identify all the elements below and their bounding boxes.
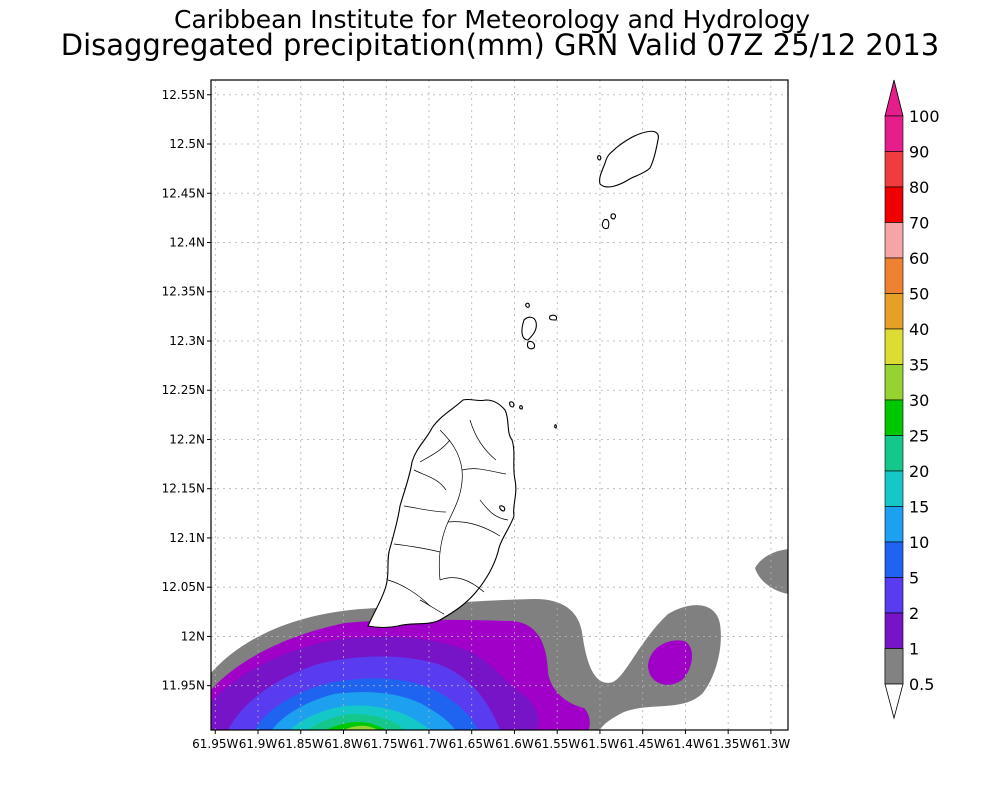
lat-tick-label: 12.4N	[169, 236, 205, 250]
colorbar-label: 80	[909, 178, 929, 197]
colorbar-label: 2	[909, 604, 919, 623]
lon-tick-label: 61.5W	[581, 737, 620, 751]
islet-b	[610, 213, 617, 220]
colorbar-swatch	[884, 470, 904, 507]
colorbar-swatch	[884, 399, 904, 436]
colorbar-swatch	[884, 435, 904, 472]
colorbar-label: 5	[909, 569, 919, 588]
precipitation-field	[211, 549, 788, 730]
islet-h	[519, 405, 523, 410]
colorbar-swatch	[884, 222, 904, 259]
islet-a	[601, 218, 610, 230]
precipitation-colorbar: 100 90 80 70 60 50 40 35 30 25 20 15 10 5 2 1 0.5	[884, 79, 940, 720]
colorbar-swatch	[884, 612, 904, 649]
islet-k	[499, 505, 506, 512]
islet-g	[509, 401, 515, 408]
grenada-island	[367, 398, 517, 629]
colorbar-label: 10	[909, 533, 929, 552]
title-product: Disaggregated precipitation(mm) GRN Vali…	[61, 28, 939, 62]
lat-tick-label: 12.3N	[169, 334, 205, 348]
lat-tick-label: 12.5N	[169, 137, 205, 151]
lon-tick-label: 61.75W	[363, 737, 409, 751]
islet-e	[548, 314, 558, 321]
lon-tick-label: 61.35W	[705, 737, 751, 751]
islet-c	[521, 316, 537, 341]
lon-tick-label: 61.9W	[239, 737, 278, 751]
lon-tick-label: 61.95W	[192, 737, 238, 751]
islet-d	[526, 340, 536, 350]
lon-tick-label: 61.45W	[620, 737, 666, 751]
lon-tick-label: 61.3W	[752, 737, 791, 751]
lat-tick-label: 12.15N	[162, 482, 205, 496]
colorbar-bottom-arrow	[884, 683, 904, 720]
colorbar-label: 50	[909, 285, 929, 304]
lon-tick-label: 61.55W	[534, 737, 580, 751]
title-institute: Caribbean Institute for Meteorology and …	[174, 5, 810, 34]
colorbar-label: 90	[909, 143, 929, 162]
map-gridlines	[211, 80, 788, 730]
colorbar-swatch	[884, 257, 904, 294]
lon-tick-label: 61.85W	[278, 737, 324, 751]
colorbar-swatch	[884, 364, 904, 401]
colorbar-label: 25	[909, 427, 929, 446]
grenada-parish-lines	[387, 419, 509, 615]
precip-contour-0.5mm-east	[755, 549, 788, 594]
colorbar-label: 1	[909, 640, 919, 659]
lat-tick-label: 12.45N	[162, 186, 205, 200]
colorbar-label: 30	[909, 391, 929, 410]
colorbar-swatch	[884, 293, 904, 330]
carriacou-island	[599, 130, 659, 188]
lat-tick-label: 11.95N	[162, 679, 205, 693]
colorbar-swatch	[884, 186, 904, 223]
lon-tick-label: 61.4W	[666, 737, 705, 751]
lon-tick-label: 61.7W	[410, 737, 449, 751]
colorbar-swatch	[884, 648, 904, 685]
island-outlines	[367, 130, 659, 629]
lat-tick-label: 12.05N	[162, 580, 205, 594]
colorbar-label: 0.5	[909, 675, 934, 694]
islet-j	[597, 155, 602, 161]
colorbar-swatch	[884, 506, 904, 543]
map-frame	[210, 79, 789, 731]
precip-contour-1mm-east	[648, 640, 693, 685]
lon-tick-label: 61.6W	[495, 737, 534, 751]
colorbar-swatch	[884, 541, 904, 578]
colorbar-swatch	[884, 328, 904, 365]
precip-contour-35mm	[344, 725, 378, 730]
colorbar-label: 40	[909, 320, 929, 339]
lat-tick-label: 12.1N	[169, 531, 205, 545]
lat-tick-label: 12.25N	[162, 383, 205, 397]
colorbar-label: 35	[909, 356, 929, 375]
colorbar-swatch	[884, 151, 904, 188]
lat-tick-label: 12.55N	[162, 88, 205, 102]
colorbar-label: 20	[909, 462, 929, 481]
lat-tick-label: 12N	[181, 629, 205, 643]
colorbar-label: 100	[909, 107, 940, 126]
colorbar-top-arrow	[884, 79, 904, 117]
islet-i	[554, 424, 557, 429]
precip-contour-25mm	[308, 714, 404, 730]
lon-tick-label: 61.8W	[324, 737, 363, 751]
colorbar-swatch	[884, 577, 904, 614]
colorbar-label: 70	[909, 214, 929, 233]
colorbar-swatch	[884, 115, 904, 152]
longitude-axis-labels: 61.95W 61.9W 61.85W 61.8W 61.75W 61.7W 61.65W 6…	[192, 730, 790, 751]
lon-tick-label: 61.65W	[449, 737, 495, 751]
colorbar-label: 60	[909, 249, 929, 268]
lat-tick-label: 12.2N	[169, 432, 205, 446]
islet-f	[525, 302, 530, 308]
lat-tick-label: 12.35N	[162, 285, 205, 299]
colorbar-label: 15	[909, 498, 929, 517]
latitude-axis-labels: 12.55N 12.5N 12.45N 12.4N 12.35N 12.3N 12.25N 1…	[162, 88, 211, 693]
